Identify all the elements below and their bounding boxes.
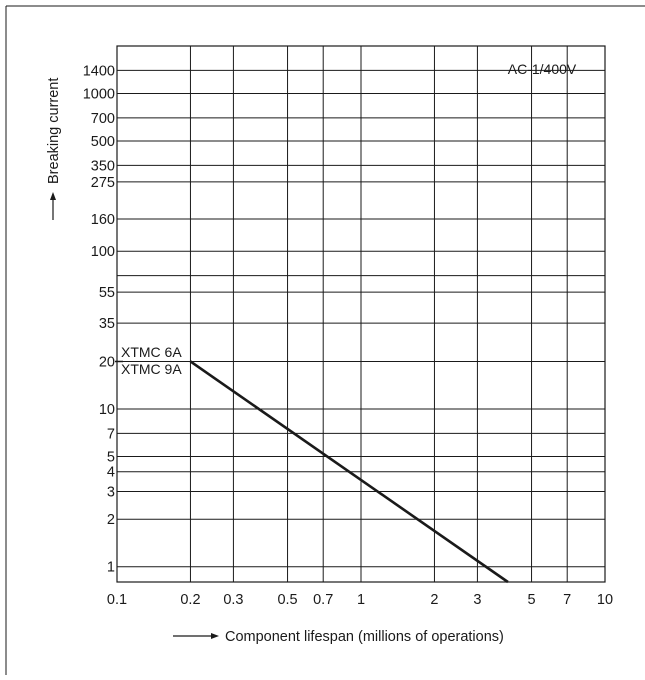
y-tick-label: 7 — [107, 426, 115, 442]
y-tick-label: 55 — [99, 285, 115, 301]
series-label-xtmc-6a: XTMC 6A — [121, 344, 182, 360]
y-tick-label: 100 — [91, 244, 115, 260]
y-tick-label: 700 — [91, 111, 115, 127]
y-tick-label: 275 — [91, 175, 115, 191]
y-tick-label: 1400 — [83, 63, 115, 79]
y-tick-label: 350 — [91, 158, 115, 174]
x-axis-title: Component lifespan (millions of operatio… — [173, 629, 504, 645]
y-tick-label: 5 — [107, 449, 115, 465]
y-axis-title: Breaking current — [46, 78, 62, 220]
x-tick-label: 5 — [528, 592, 536, 608]
y-tick-label: 160 — [91, 212, 115, 228]
x-tick-label: 2 — [430, 592, 438, 608]
x-tick-label: 1 — [357, 592, 365, 608]
y-tick-label: 1 — [107, 560, 115, 576]
x-tick-label: 7 — [563, 592, 571, 608]
x-tick-label: 0.3 — [223, 592, 243, 608]
x-tick-label: 0.2 — [180, 592, 200, 608]
y-tick-label: 2 — [107, 512, 115, 528]
plot-area — [116, 45, 606, 583]
y-tick-label: 10 — [99, 402, 115, 418]
x-tick-label: 0.7 — [313, 592, 333, 608]
x-axis-label: Component lifespan (millions of operatio… — [225, 629, 504, 645]
y-tick-label: 35 — [99, 316, 115, 332]
series-line — [189, 360, 509, 584]
grid-lines — [117, 46, 605, 582]
y-tick-label: 500 — [91, 134, 115, 150]
x-tick-label: 3 — [473, 592, 481, 608]
tick-labels: 0.1 0.2 0.3 0.5 0.7 1 2 3 5 7 10123457102035551001… — [83, 63, 613, 608]
series-label-xtmc-9a: XTMC 9A — [121, 361, 182, 377]
y-axis-label: Breaking current — [46, 78, 62, 184]
y-tick-label: 1000 — [83, 86, 115, 102]
y-tick-label: 20 — [99, 354, 115, 370]
x-tick-label: 0.1 — [107, 592, 127, 608]
x-tick-label: 0.5 — [277, 592, 297, 608]
x-tick-label: 10 — [597, 592, 613, 608]
y-tick-label: 4 — [107, 465, 115, 481]
condition-annotation: AC-1/400V — [508, 61, 577, 77]
y-axis-arrow-head — [50, 192, 56, 200]
x-axis-arrow-head — [211, 633, 219, 639]
data-series — [115, 360, 509, 584]
y-tick-label: 3 — [107, 484, 115, 500]
